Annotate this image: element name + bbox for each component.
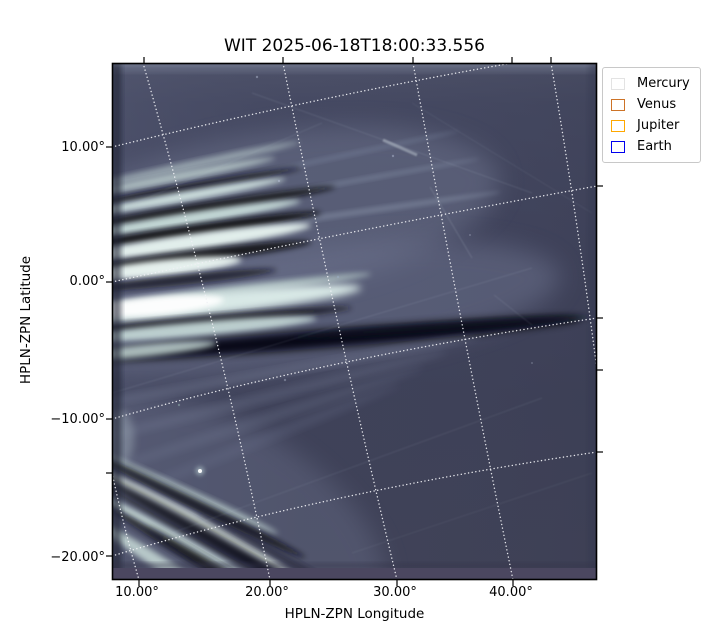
x-axis-label: HPLN-ZPN Longitude [284, 606, 425, 622]
graticule [112, 63, 597, 580]
gridline-lon-10 [112, 472, 140, 580]
gridline-lat-0 [112, 185, 597, 283]
y-axis-label: HPLN-ZPN Latitude [18, 255, 34, 385]
image-edge-bands [112, 63, 597, 580]
legend-row-jupiter: Jupiter [611, 115, 690, 136]
legend-label-jupiter: Jupiter [637, 118, 680, 133]
y-tick-label-m10: −10.00° [50, 412, 105, 427]
faint-ribbons [112, 336, 479, 512]
gridline-lon-50 [550, 63, 597, 371]
gridline-lat-m10 [112, 317, 597, 420]
x-tick-label-40: 40.00° [489, 585, 533, 600]
gridline-lat-m20 [112, 451, 597, 557]
x-tick-label-10: 10.00° [115, 585, 159, 600]
x-tick-label-30: 30.00° [373, 585, 417, 600]
y-tick-label-m20: −20.00° [50, 550, 105, 565]
scratch-rays [112, 92, 593, 554]
legend-row-earth: Earth [611, 136, 690, 157]
gridline-lon-20 [142, 63, 271, 580]
gridline-lat-p10 [112, 63, 513, 148]
plot-canvas [106, 57, 603, 586]
point-sources [177, 75, 533, 476]
legend-row-mercury: Mercury [611, 73, 690, 94]
y-tick-label-p10: 10.00° [61, 140, 105, 155]
legend-label-earth: Earth [637, 139, 672, 154]
legend-row-venus: Venus [611, 94, 690, 115]
legend-marker-jupiter [611, 119, 625, 132]
legend: Mercury Venus Jupiter Earth [602, 67, 701, 163]
legend-marker-earth [611, 140, 625, 153]
y-tick-label-0: 0.00° [69, 274, 105, 289]
streak-fan-lower [112, 448, 366, 580]
gridline-lon-30 [282, 63, 398, 580]
plot-title: WIT 2025-06-18T18:00:33.556 [224, 36, 485, 56]
legend-marker-venus [611, 98, 625, 111]
streak-fan-middle [112, 273, 592, 362]
legend-label-mercury: Mercury [637, 76, 690, 91]
x-tick-label-20: 20.00° [245, 585, 289, 600]
axes-spine [111, 62, 598, 581]
legend-marker-mercury [611, 77, 625, 90]
axis-ticks [106, 57, 603, 586]
gridline-lon-40 [412, 63, 514, 580]
streak-fan-upper [112, 130, 501, 292]
legend-label-venus: Venus [637, 97, 677, 112]
